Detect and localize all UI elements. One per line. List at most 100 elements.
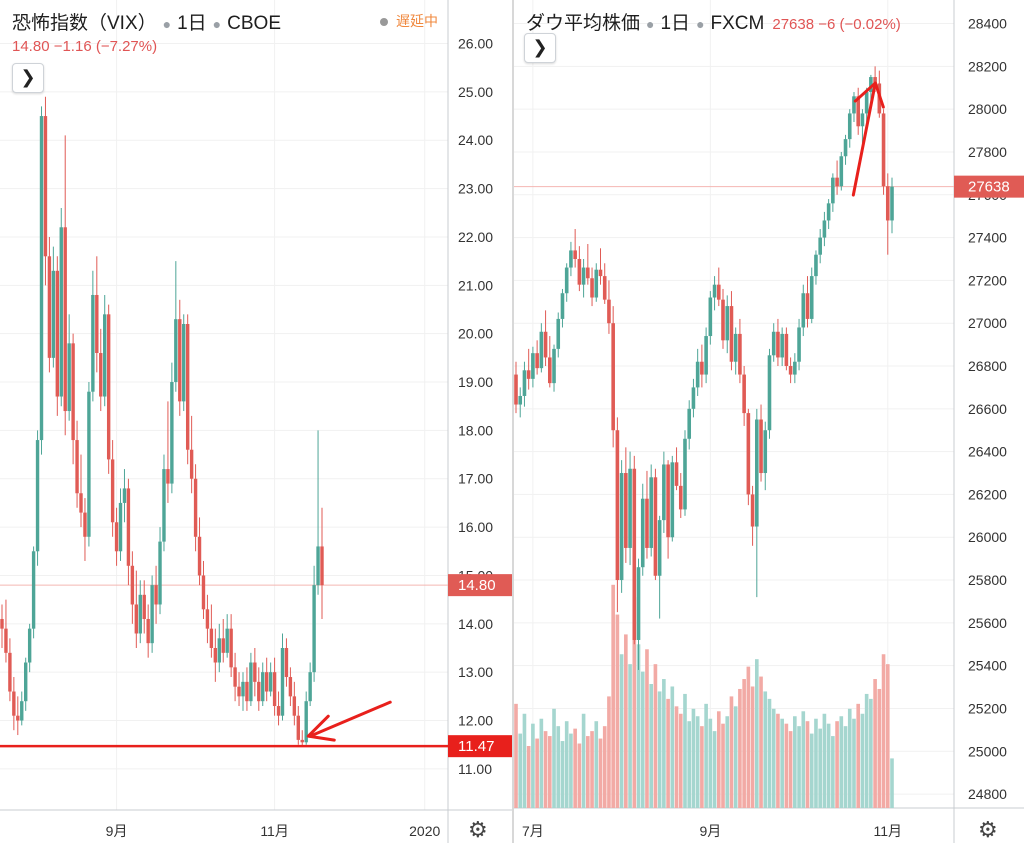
y-tick-label: 24800 — [968, 786, 1007, 802]
support-price-tag — [448, 735, 512, 758]
candle-body — [822, 220, 827, 238]
candle-body — [213, 648, 218, 663]
candle-body — [856, 96, 861, 127]
x-tick-label: 11月 — [260, 823, 289, 839]
candle-body — [666, 464, 670, 538]
y-tick-label: 21.00 — [458, 277, 493, 293]
y-tick-label: 27400 — [968, 230, 1007, 246]
vix-symbol-title[interactable]: 恐怖指数（VIX） — [12, 13, 157, 34]
candle-body — [280, 648, 285, 716]
y-tick-label: 25.00 — [458, 84, 493, 100]
volume-bar — [784, 723, 789, 808]
candle-body — [55, 270, 60, 397]
dow-gear-icon[interactable]: ⚙ — [978, 817, 998, 842]
candle-body — [543, 331, 548, 358]
candle-body — [797, 327, 801, 362]
last-price-tag-label: 27638 — [968, 179, 1010, 196]
volume-bar — [738, 688, 742, 808]
candle-body — [320, 546, 324, 586]
y-tick-label: 12.00 — [458, 713, 493, 729]
y-tick-label: 27200 — [968, 272, 1007, 288]
vix-chart-panel[interactable]: 11.0012.0013.0014.0015.0016.0017.0018.00… — [0, 0, 512, 843]
candle-body — [852, 96, 856, 114]
candle-body — [158, 541, 162, 605]
candle-body — [640, 498, 645, 568]
candle-body — [531, 353, 535, 379]
y-tick-label: 13.00 — [458, 664, 493, 680]
last-price-tag — [954, 175, 1024, 198]
y-tick-label: 14.00 — [458, 616, 493, 632]
candle-body — [237, 686, 241, 697]
volume-bar — [556, 726, 561, 808]
volume-bar — [560, 741, 565, 808]
x-tick-label: 7月 — [522, 823, 544, 839]
dow-interval[interactable]: 1日 — [660, 13, 691, 34]
candle-body — [649, 477, 653, 548]
dow-expand-button[interactable]: ❯ — [524, 33, 556, 63]
candle-body — [750, 494, 755, 527]
y-tick-label: 26600 — [968, 401, 1007, 417]
volume-bar — [776, 713, 780, 808]
candle-body — [590, 278, 594, 298]
volume-bar — [535, 738, 539, 808]
candle-body — [312, 585, 316, 673]
x-tick-label: 9月 — [699, 823, 721, 839]
volume-bar — [797, 726, 801, 808]
volume-bar — [742, 679, 746, 808]
candle-body — [75, 440, 79, 494]
y-tick-label: 16.00 — [458, 519, 493, 535]
vix-expand-button[interactable]: ❯ — [12, 63, 44, 93]
candle-body — [670, 462, 675, 538]
y-tick-label: 11.00 — [458, 761, 492, 777]
volume-bar — [805, 721, 810, 808]
candle-body — [835, 177, 839, 187]
candle-body — [598, 269, 603, 277]
vix-gear-icon[interactable]: ⚙ — [468, 817, 488, 842]
candle-body — [755, 419, 759, 527]
candle-body — [573, 250, 577, 259]
volume-bar — [814, 718, 818, 808]
dow-chart[interactable]: 24800 25000 25200 25400 25600 25800 26000 26200… — [514, 0, 1024, 843]
volume-bar — [831, 736, 835, 808]
volume-bar — [843, 726, 848, 808]
candle-body — [79, 493, 83, 513]
volume-bar — [670, 686, 675, 808]
candle-body — [99, 353, 103, 397]
candle-body — [174, 319, 178, 383]
candle-body — [628, 468, 632, 548]
dow-quote: 27638 −6 (−0.02%) — [772, 16, 901, 33]
volume-bar — [552, 708, 556, 808]
volume-bar — [526, 746, 531, 808]
vix-interval[interactable]: 1日 — [177, 13, 207, 34]
candle-body — [615, 430, 620, 581]
candle-body — [809, 276, 814, 319]
panel-divider[interactable] — [512, 0, 514, 843]
candle-body — [308, 672, 312, 702]
volume-bar — [678, 713, 683, 808]
vix-chart[interactable]: 11.0012.0013.0014.0015.0016.0017.0018.00… — [0, 0, 512, 843]
candle-body — [233, 667, 237, 687]
candle-body — [581, 267, 586, 285]
candle-body — [272, 672, 277, 707]
candle-body — [39, 116, 44, 441]
candle-body — [134, 604, 139, 634]
candle-body — [814, 254, 818, 277]
candle-body — [704, 336, 708, 375]
candle-body — [771, 331, 776, 356]
candle-body — [150, 585, 154, 644]
candle-body — [122, 488, 127, 503]
y-tick-label: 26.00 — [458, 36, 493, 52]
candle-body — [662, 464, 666, 521]
candle-body — [170, 382, 174, 484]
volume-bar — [788, 731, 793, 808]
volume-bar — [602, 726, 607, 808]
volume-bar — [801, 711, 806, 808]
volume-bar — [746, 666, 751, 808]
candle-body — [839, 156, 844, 187]
candle-body — [110, 459, 115, 523]
dow-symbol-title[interactable]: ダウ平均株価 — [526, 13, 641, 34]
dow-chart-panel[interactable]: 24800 25000 25200 25400 25600 25800 26000 26200… — [514, 0, 1024, 843]
y-tick-label: 26200 — [968, 486, 1007, 502]
y-tick-label: 17.00 — [458, 471, 493, 487]
candle-body — [43, 116, 48, 257]
